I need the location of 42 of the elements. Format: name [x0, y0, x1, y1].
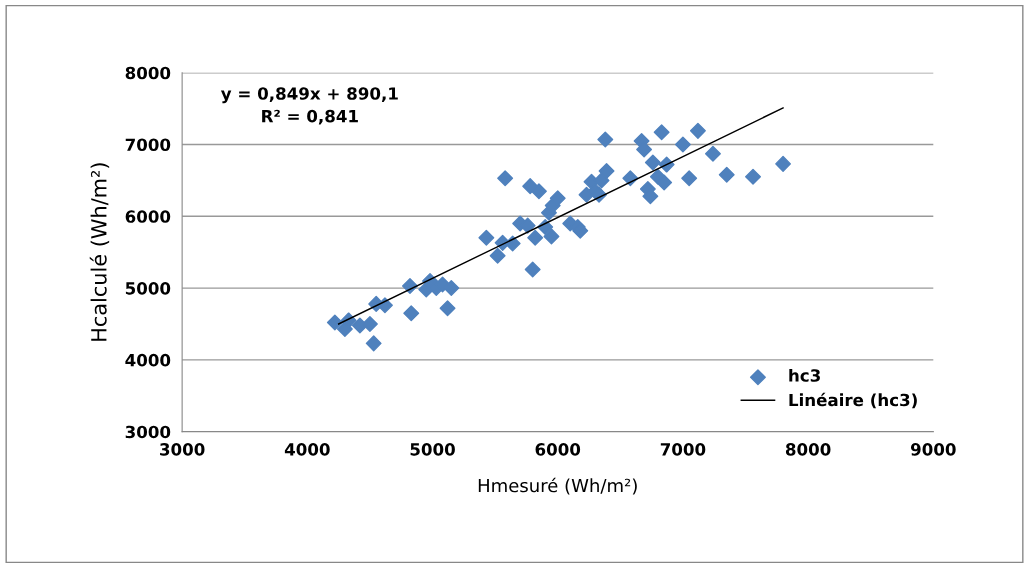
point — [489, 247, 506, 264]
x-axis-title: Hmesuré (Wh/m²) — [478, 477, 637, 495]
point — [497, 170, 514, 187]
x-tick-label: 8000 — [785, 443, 831, 456]
point — [718, 166, 735, 183]
y-tick-label: 6000 — [125, 210, 171, 223]
point — [775, 155, 792, 172]
point — [527, 229, 544, 246]
point — [745, 168, 762, 185]
point — [674, 136, 691, 153]
legend-label: Linéaire (hc3) — [789, 392, 917, 409]
point — [443, 280, 460, 297]
y-axis-title: Hcalculé (Wh/m²) — [89, 163, 110, 341]
point — [689, 122, 706, 139]
x-tick-label: 7000 — [660, 443, 706, 456]
point — [439, 300, 456, 317]
point — [478, 229, 495, 246]
y-tick-label: 5000 — [125, 282, 171, 295]
y-tick-label: 4000 — [125, 353, 171, 367]
point — [543, 228, 560, 245]
y-tick-label: 8000 — [125, 66, 171, 80]
point — [681, 170, 698, 187]
point — [653, 124, 670, 141]
y-tick-label: 7000 — [125, 138, 171, 152]
point — [524, 261, 541, 278]
point — [530, 183, 547, 200]
x-tick-label: 4000 — [284, 443, 330, 456]
point — [704, 145, 721, 162]
x-tick-label: 5000 — [410, 443, 455, 456]
x-tick-label: 6000 — [535, 443, 581, 456]
point — [598, 163, 615, 180]
x-tick-label: 3000 — [160, 443, 205, 456]
point — [656, 174, 673, 191]
point — [365, 335, 382, 352]
x-tick-label: 9000 — [910, 443, 956, 456]
point — [549, 190, 566, 207]
legend-label: hc3 — [789, 368, 820, 382]
point — [597, 131, 614, 148]
y-tick-label: 3000 — [125, 425, 171, 439]
point — [644, 154, 661, 171]
annotation: y = 0,849x + 890,1 R² = 0,841 — [220, 87, 398, 125]
point — [403, 305, 420, 322]
